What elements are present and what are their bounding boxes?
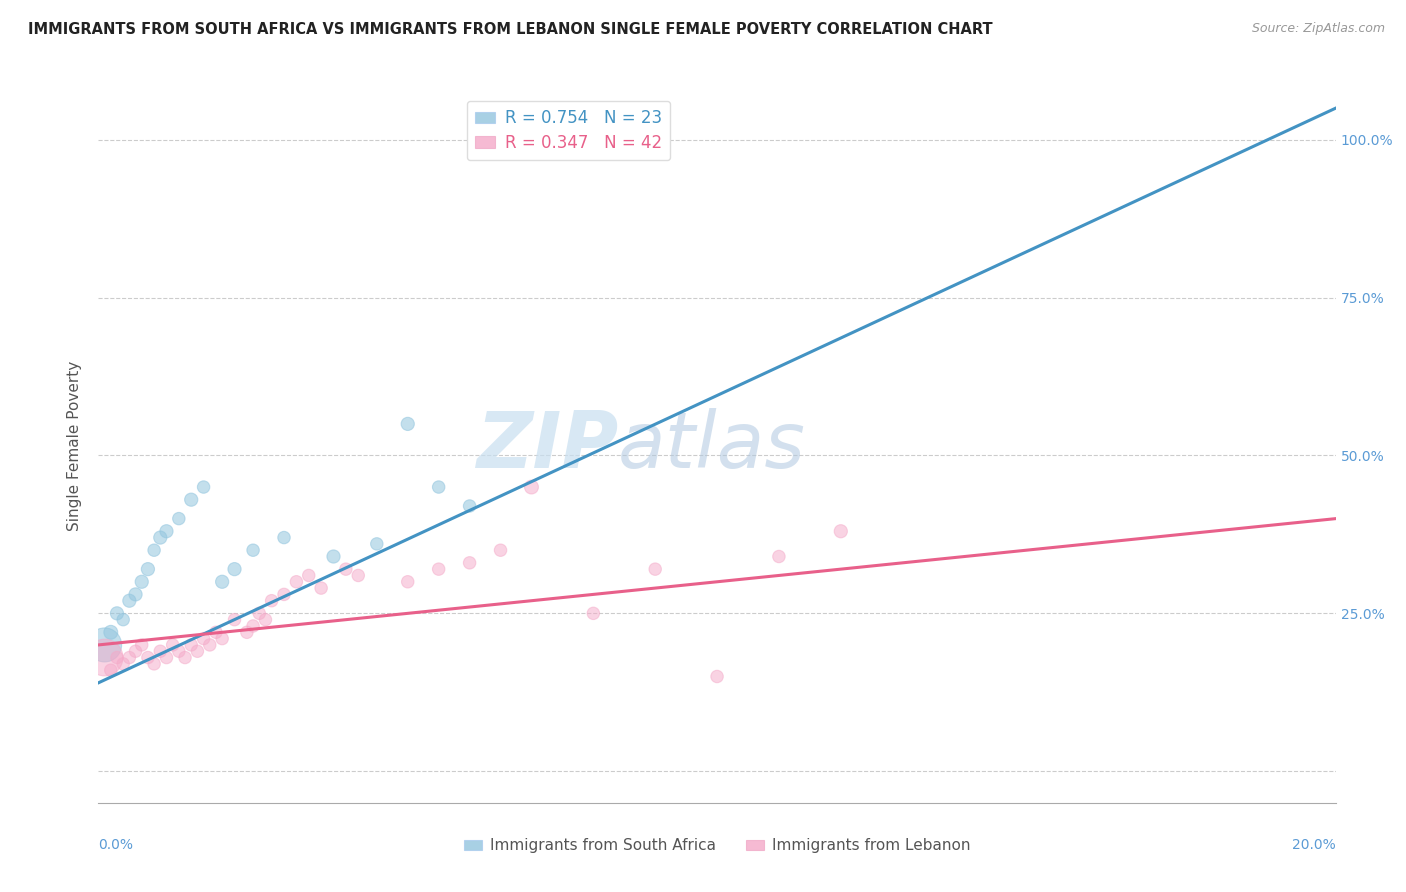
Point <box>112 613 135 627</box>
Point <box>298 568 321 582</box>
Point <box>112 657 135 671</box>
Point <box>205 625 228 640</box>
Point <box>396 417 419 431</box>
Point <box>347 568 370 582</box>
Point <box>124 587 146 601</box>
Point <box>143 657 166 671</box>
Point <box>427 480 450 494</box>
Point <box>105 607 128 621</box>
Point <box>520 480 543 494</box>
Point <box>273 531 295 545</box>
Point <box>155 650 177 665</box>
Point <box>224 562 246 576</box>
Text: Source: ZipAtlas.com: Source: ZipAtlas.com <box>1251 22 1385 36</box>
Point <box>582 607 605 621</box>
Point <box>458 499 481 513</box>
Point <box>247 607 270 621</box>
Point <box>644 562 666 576</box>
Point <box>309 581 332 595</box>
Y-axis label: Single Female Poverty: Single Female Poverty <box>67 361 83 531</box>
Point <box>458 556 481 570</box>
Point <box>236 625 259 640</box>
Text: atlas: atlas <box>619 408 806 484</box>
Point <box>489 543 512 558</box>
Point <box>167 511 190 525</box>
Point <box>136 562 159 576</box>
Point <box>186 644 208 658</box>
Point <box>118 650 141 665</box>
Point <box>118 593 141 607</box>
Point <box>149 531 172 545</box>
Point <box>131 574 153 589</box>
Point <box>224 613 246 627</box>
Point <box>167 644 190 658</box>
Point <box>193 480 215 494</box>
Point <box>124 644 146 658</box>
Point <box>427 562 450 576</box>
Point <box>180 638 202 652</box>
Point <box>285 574 308 589</box>
Point <box>131 638 153 652</box>
Point <box>180 492 202 507</box>
Point <box>136 650 159 665</box>
Text: ZIP: ZIP <box>475 408 619 484</box>
Point <box>193 632 215 646</box>
Point <box>162 638 184 652</box>
Point <box>174 650 197 665</box>
Text: 20.0%: 20.0% <box>1292 838 1336 853</box>
Point <box>242 543 264 558</box>
Point <box>830 524 852 539</box>
Point <box>768 549 790 564</box>
Text: 0.0%: 0.0% <box>98 838 134 853</box>
Point <box>366 537 388 551</box>
Point <box>273 587 295 601</box>
Point <box>143 543 166 558</box>
Point <box>322 549 344 564</box>
Point <box>211 574 233 589</box>
Text: IMMIGRANTS FROM SOUTH AFRICA VS IMMIGRANTS FROM LEBANON SINGLE FEMALE POVERTY CO: IMMIGRANTS FROM SOUTH AFRICA VS IMMIGRAN… <box>28 22 993 37</box>
Point <box>254 613 277 627</box>
Point <box>335 562 357 576</box>
Point <box>93 650 115 665</box>
Point <box>198 638 221 652</box>
Point <box>100 625 122 640</box>
Point <box>93 638 115 652</box>
Point <box>100 663 122 677</box>
Point <box>149 644 172 658</box>
Point <box>211 632 233 646</box>
Point <box>105 650 128 665</box>
Point <box>242 619 264 633</box>
Point <box>155 524 177 539</box>
Point <box>706 669 728 683</box>
Point <box>260 593 283 607</box>
Point <box>396 574 419 589</box>
Legend: Immigrants from South Africa, Immigrants from Lebanon: Immigrants from South Africa, Immigrants… <box>457 832 977 859</box>
